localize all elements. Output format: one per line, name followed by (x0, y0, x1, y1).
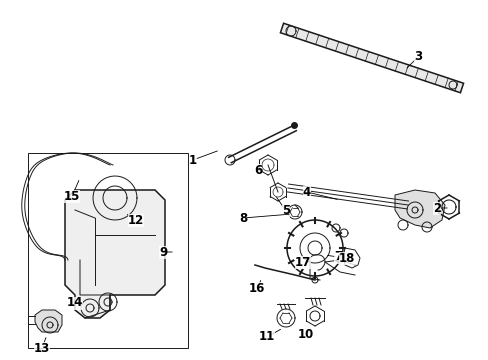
Text: 8: 8 (238, 211, 246, 225)
Text: 5: 5 (281, 204, 289, 217)
Polygon shape (65, 190, 164, 318)
Text: 9: 9 (159, 246, 167, 258)
Text: 16: 16 (248, 282, 264, 294)
Text: 6: 6 (253, 163, 262, 176)
Bar (28, 153, 187, 348)
Polygon shape (394, 190, 444, 228)
Text: 7: 7 (333, 251, 342, 264)
Text: 13: 13 (34, 342, 50, 355)
Text: 3: 3 (413, 50, 421, 63)
Text: 10: 10 (297, 328, 313, 342)
Text: 15: 15 (63, 189, 80, 202)
Text: 17: 17 (294, 256, 310, 269)
Polygon shape (35, 310, 62, 332)
Text: 12: 12 (128, 213, 144, 226)
Text: 4: 4 (302, 185, 310, 198)
Text: 14: 14 (67, 297, 83, 310)
Text: 18: 18 (338, 252, 354, 265)
Text: 1: 1 (188, 153, 197, 166)
Text: 2: 2 (432, 202, 440, 215)
Text: 11: 11 (258, 330, 275, 343)
Polygon shape (280, 23, 463, 93)
